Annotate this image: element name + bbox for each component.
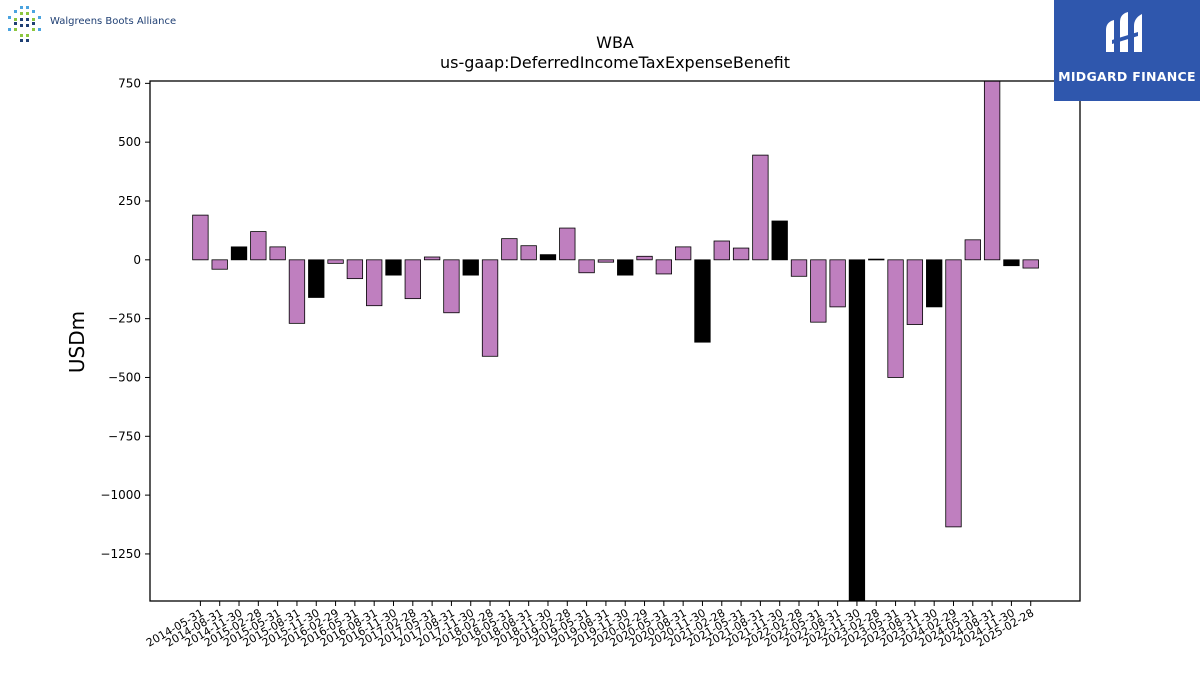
bar-2018-05-31 [501,238,518,261]
midgard-brand-text: MIDGARD FINANCE [1058,69,1196,84]
bar-2017-05-31 [423,256,441,261]
walgreens-mark-icon [8,6,41,42]
bar-2025-02-28 [1022,259,1039,269]
bar-2021-11-30 [771,220,788,261]
bar-2016-02-29 [327,259,344,264]
bar-2022-08-31 [829,259,846,308]
y-tick-label: 250 [118,194,141,208]
bar-2019-02-28 [559,227,576,261]
bar-2016-05-31 [346,259,364,280]
y-tick-label: −750 [108,429,141,443]
bar-2015-05-31 [269,246,286,261]
bar-2015-08-31 [288,259,306,324]
y-tick-label: 0 [133,253,141,267]
chart-subtitle: us-gaap:DeferredIncomeTaxExpenseBenefit [440,53,790,72]
plot-frame [149,80,1081,602]
y-tick-label: −1250 [100,547,141,561]
bar-2021-02-28 [713,240,730,261]
bar-2018-11-30 [539,254,557,261]
bar-2018-02-28 [481,259,499,357]
bars-group [192,80,1039,602]
bar-2014-05-31 [192,214,209,261]
bar-2020-11-30 [694,259,711,343]
bar-2019-08-31 [597,259,615,263]
bar-2020-08-31 [675,246,692,261]
bar-2020-02-29 [636,255,653,261]
walgreens-logo: Walgreens Boots Alliance [4,4,184,44]
bar-2023-08-31 [906,259,924,325]
bar-2015-11-30 [308,259,325,298]
bar-2021-08-31 [752,154,769,261]
bar-2018-08-31 [520,245,537,261]
bar-2016-08-31 [366,259,383,307]
x-ticks-group: 2014-05-312014-08-312014-11-302015-02-28… [144,601,1036,650]
bar-2024-05-31 [964,239,981,261]
bar-2024-02-29 [945,259,962,528]
y-ticks-group: 750 500 250 0 −250 −500 −750 −1000 −1250 [100,76,150,561]
y-tick-label: −1000 [100,488,141,502]
bar-2022-05-31 [810,259,827,323]
bar-2023-11-30 [926,259,943,308]
midgard-mark-icon [1106,12,1142,52]
y-tick-label: 750 [118,76,141,90]
y-tick-label: −250 [108,312,141,326]
bar-2017-02-28 [404,259,421,300]
bar-2014-08-31 [211,259,228,270]
bar-2017-11-30 [462,259,479,276]
bar-2016-11-30 [385,259,402,276]
y-tick-label: 500 [118,135,141,149]
bar-2022-02-28 [790,259,808,277]
bar-2014-11-30 [230,246,248,261]
bar-2024-08-31 [983,80,1001,261]
bar-2019-05-31 [578,259,595,274]
midgard-finance-logo: MIDGARD FINANCE [1054,0,1200,101]
bar-2023-05-31 [887,259,904,378]
bar-2020-05-31 [655,259,672,275]
walgreens-brand-text: Walgreens Boots Alliance [50,16,177,27]
y-axis-label: USDm [65,311,89,373]
bar-2024-11-30 [1003,259,1020,267]
bar-2023-02-28 [868,258,885,261]
chart-title: WBA [596,33,634,52]
bar-2021-05-31 [732,247,750,261]
bar-2015-02-28 [250,231,267,261]
y-tick-label: −500 [108,370,141,384]
bar-2022-11-30 [848,259,866,602]
bar-2017-08-31 [443,259,460,314]
bar-2019-11-30 [617,259,634,276]
